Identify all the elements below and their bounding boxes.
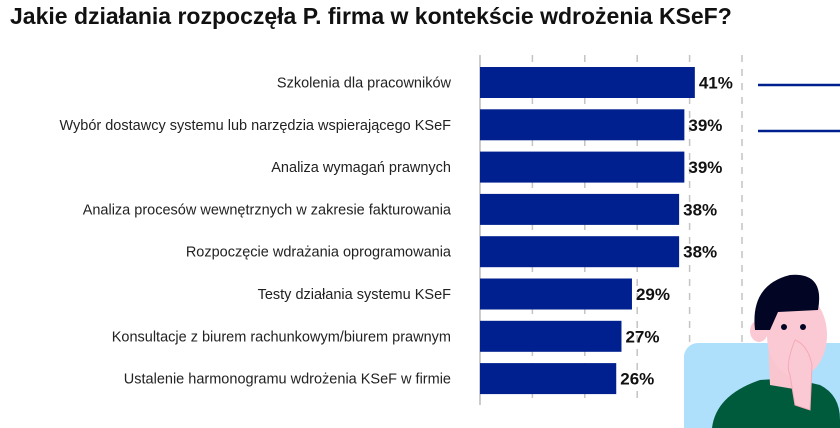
- data-label: 38%: [683, 243, 717, 262]
- bar: [480, 278, 632, 310]
- category-label: Analiza wymagań prawnych: [271, 160, 451, 176]
- data-label: 38%: [683, 200, 717, 219]
- bar: [480, 151, 685, 183]
- bar: [480, 320, 622, 352]
- category-label: Wybór dostawcy systemu lub narzędzia wsp…: [59, 118, 451, 134]
- category-label: Testy działania systemu KSeF: [258, 287, 452, 303]
- data-label: 41%: [699, 74, 733, 93]
- category-label: Szkolenia dla pracowników: [277, 76, 452, 92]
- data-label: 29%: [636, 285, 670, 304]
- data-label: 39%: [688, 158, 722, 177]
- data-label: 39%: [688, 116, 722, 135]
- category-label: Analiza procesów wewnętrznych w zakresie…: [83, 202, 452, 218]
- category-label: Konsultacje z biurem rachunkowym/biurem …: [112, 329, 451, 345]
- category-label: Rozpoczęcie wdrażania oprogramowania: [186, 245, 452, 261]
- bar: [480, 109, 685, 141]
- bar: [480, 193, 680, 225]
- data-label: 26%: [620, 370, 654, 389]
- bar: [480, 236, 680, 268]
- bar: [480, 363, 617, 395]
- bar: [480, 67, 695, 98]
- data-label: 27%: [625, 327, 659, 346]
- chart-title: Jakie działania rozpoczęła P. firma w ko…: [10, 3, 732, 29]
- category-label: Ustalenie harmonogramu wdrożenia KSeF w …: [124, 372, 451, 388]
